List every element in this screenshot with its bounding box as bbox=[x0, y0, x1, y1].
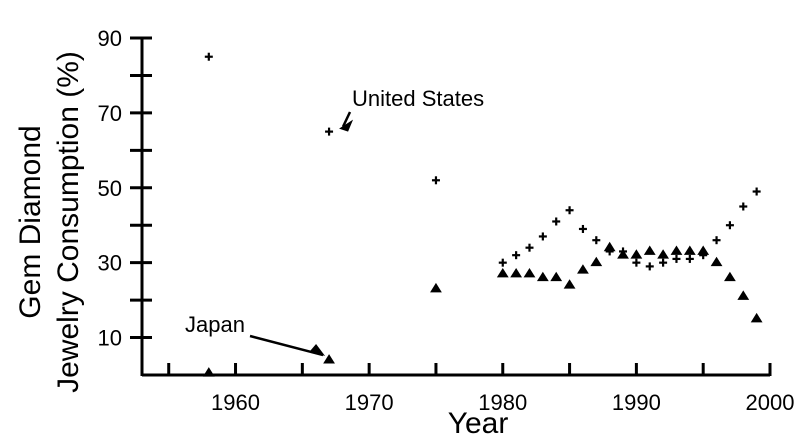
arrowhead-japan bbox=[310, 344, 326, 357]
japan-point bbox=[617, 249, 629, 259]
japan-point bbox=[657, 249, 670, 259]
us-point bbox=[659, 258, 668, 267]
japan-point bbox=[683, 245, 696, 255]
japan-point bbox=[536, 271, 549, 282]
arrow-japan bbox=[249, 334, 324, 357]
y-tick-label: 50 bbox=[98, 176, 122, 201]
arrowhead-united-states bbox=[339, 119, 354, 132]
japan-point bbox=[202, 367, 215, 377]
us-point bbox=[725, 221, 734, 230]
japan-point bbox=[643, 245, 656, 255]
japan-point bbox=[750, 312, 763, 323]
us-point bbox=[552, 217, 561, 226]
y-axis-title-line1: Gem Diamond bbox=[14, 125, 47, 318]
us-point bbox=[685, 254, 694, 263]
y-tick-label: 30 bbox=[98, 251, 122, 276]
us-point bbox=[498, 258, 507, 267]
marks bbox=[202, 52, 763, 377]
us-point bbox=[538, 232, 547, 241]
us-point bbox=[565, 206, 574, 215]
y-tick-label: 70 bbox=[98, 101, 122, 126]
japan-point bbox=[577, 264, 589, 274]
ticks: 10 30 50 70 90 1960 1970 1980 1990 2000 bbox=[98, 26, 795, 415]
us-point bbox=[752, 187, 761, 196]
us-point bbox=[204, 52, 213, 61]
y-tick-label: 90 bbox=[98, 26, 122, 51]
us-point bbox=[525, 243, 534, 252]
axes bbox=[140, 38, 770, 377]
us-point bbox=[325, 127, 334, 136]
us-point bbox=[672, 254, 681, 263]
x-tick-label: 1980 bbox=[478, 390, 527, 415]
annotations: United States Japan bbox=[185, 86, 484, 357]
japan-point bbox=[496, 267, 509, 278]
japan-point bbox=[697, 245, 710, 255]
japan-point bbox=[430, 282, 442, 293]
japan-point bbox=[724, 271, 736, 282]
japan-point bbox=[523, 267, 536, 278]
us-point bbox=[645, 262, 654, 271]
japan-point bbox=[550, 271, 563, 282]
japan-point bbox=[737, 290, 750, 300]
japan-point bbox=[510, 267, 523, 278]
us-point bbox=[592, 236, 601, 245]
japan-point bbox=[710, 256, 723, 267]
us-point bbox=[712, 236, 721, 245]
annotation-japan: Japan bbox=[185, 312, 245, 337]
arrow-united-states bbox=[341, 111, 352, 128]
japan-point bbox=[630, 249, 643, 259]
x-tick-label: 1990 bbox=[612, 390, 661, 415]
us-point bbox=[739, 202, 748, 211]
japan-point bbox=[603, 241, 616, 252]
japan-point bbox=[563, 279, 576, 289]
us-point bbox=[512, 251, 521, 260]
x-tick-label: 2000 bbox=[746, 390, 795, 415]
japan-point bbox=[323, 354, 335, 364]
us-point bbox=[578, 224, 587, 233]
annotation-united-states: United States bbox=[352, 86, 484, 111]
y-axis-title-line2: Jewelry Consumption (%) bbox=[52, 51, 85, 393]
y-tick-label: 10 bbox=[98, 326, 122, 351]
us-point bbox=[431, 176, 440, 185]
x-tick-label: 1960 bbox=[211, 390, 260, 415]
x-tick-label: 1970 bbox=[345, 390, 394, 415]
x-axis-title: Year bbox=[448, 407, 509, 439]
japan-point bbox=[670, 245, 683, 255]
japan-point bbox=[590, 256, 603, 267]
us-point bbox=[632, 258, 641, 267]
